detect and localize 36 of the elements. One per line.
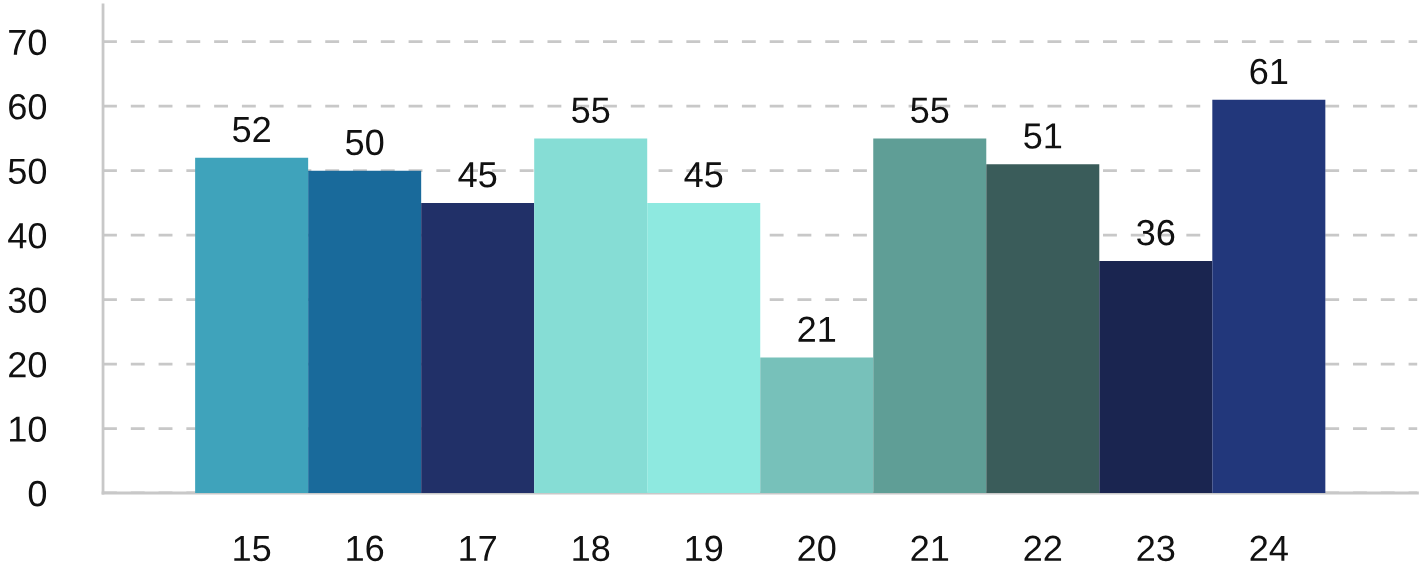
bar bbox=[873, 138, 987, 493]
data-label: 51 bbox=[1024, 123, 1062, 149]
x-tick-label: 17 bbox=[460, 535, 496, 561]
x-tick-label: 16 bbox=[347, 535, 384, 562]
y-tick-label: 50 bbox=[8, 158, 47, 185]
data-label: 50 bbox=[346, 129, 384, 156]
bar bbox=[1099, 260, 1213, 493]
data-label: 45 bbox=[458, 162, 497, 188]
x-tick-label: 23 bbox=[1137, 535, 1175, 562]
data-label: 21 bbox=[798, 316, 836, 342]
x-tick-label: 21 bbox=[911, 535, 949, 561]
bar bbox=[986, 164, 1100, 493]
x-tick-label: 18 bbox=[573, 535, 610, 562]
data-label: 45 bbox=[684, 162, 723, 188]
data-label: 52 bbox=[233, 116, 270, 143]
y-tick-label: 10 bbox=[10, 416, 47, 442]
bar bbox=[195, 157, 309, 493]
data-label: 36 bbox=[1137, 219, 1175, 246]
x-tick-label: 22 bbox=[1024, 535, 1062, 561]
x-tick-label: 19 bbox=[686, 535, 723, 562]
bar bbox=[308, 170, 422, 493]
bar bbox=[1212, 99, 1326, 493]
data-label: 61 bbox=[1250, 58, 1288, 85]
bar bbox=[421, 202, 535, 493]
x-tick-label: 24 bbox=[1250, 535, 1288, 561]
y-tick-label: 70 bbox=[9, 29, 47, 56]
y-tick-label: 40 bbox=[8, 222, 47, 249]
data-label: 55 bbox=[911, 97, 949, 123]
x-tick-label: 15 bbox=[234, 535, 271, 562]
y-tick-label: 20 bbox=[9, 351, 47, 378]
y-tick-label: 30 bbox=[8, 287, 47, 314]
y-tick-label: 0 bbox=[28, 480, 47, 507]
x-tick-label: 20 bbox=[798, 535, 836, 562]
y-tick-label: 60 bbox=[9, 94, 47, 120]
bar bbox=[760, 357, 874, 493]
data-label: 55 bbox=[572, 97, 610, 123]
